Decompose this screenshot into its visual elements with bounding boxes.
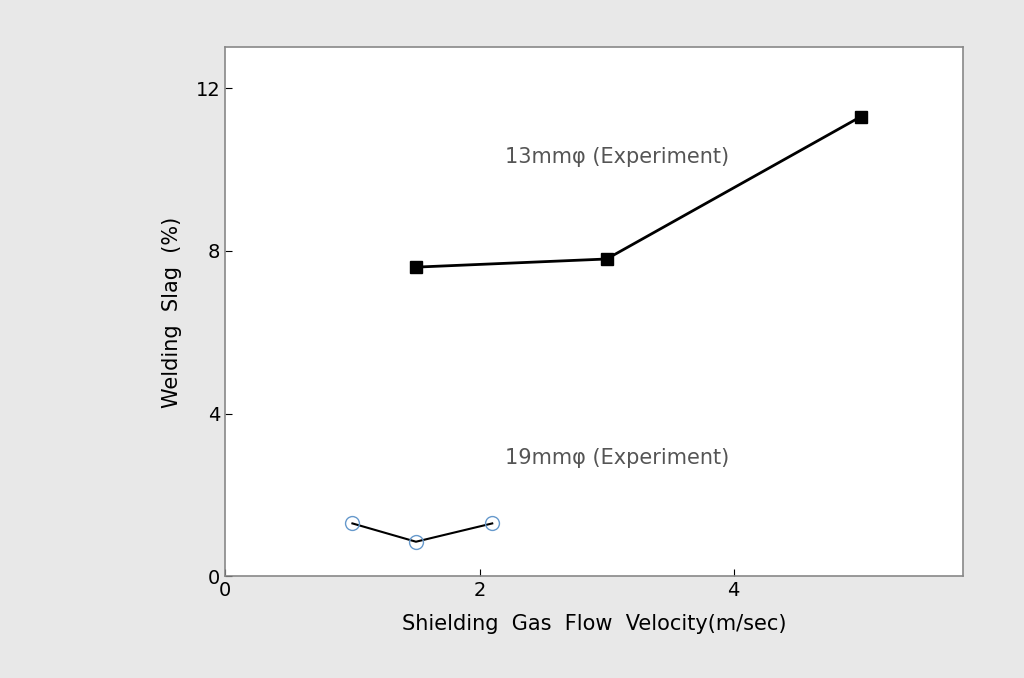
- Y-axis label: Welding  Slag  (%): Welding Slag (%): [162, 216, 182, 407]
- Text: 13mmφ (Experiment): 13mmφ (Experiment): [505, 147, 729, 167]
- Text: 19mmφ (Experiment): 19mmφ (Experiment): [505, 448, 729, 468]
- X-axis label: Shielding  Gas  Flow  Velocity(m/sec): Shielding Gas Flow Velocity(m/sec): [401, 614, 786, 634]
